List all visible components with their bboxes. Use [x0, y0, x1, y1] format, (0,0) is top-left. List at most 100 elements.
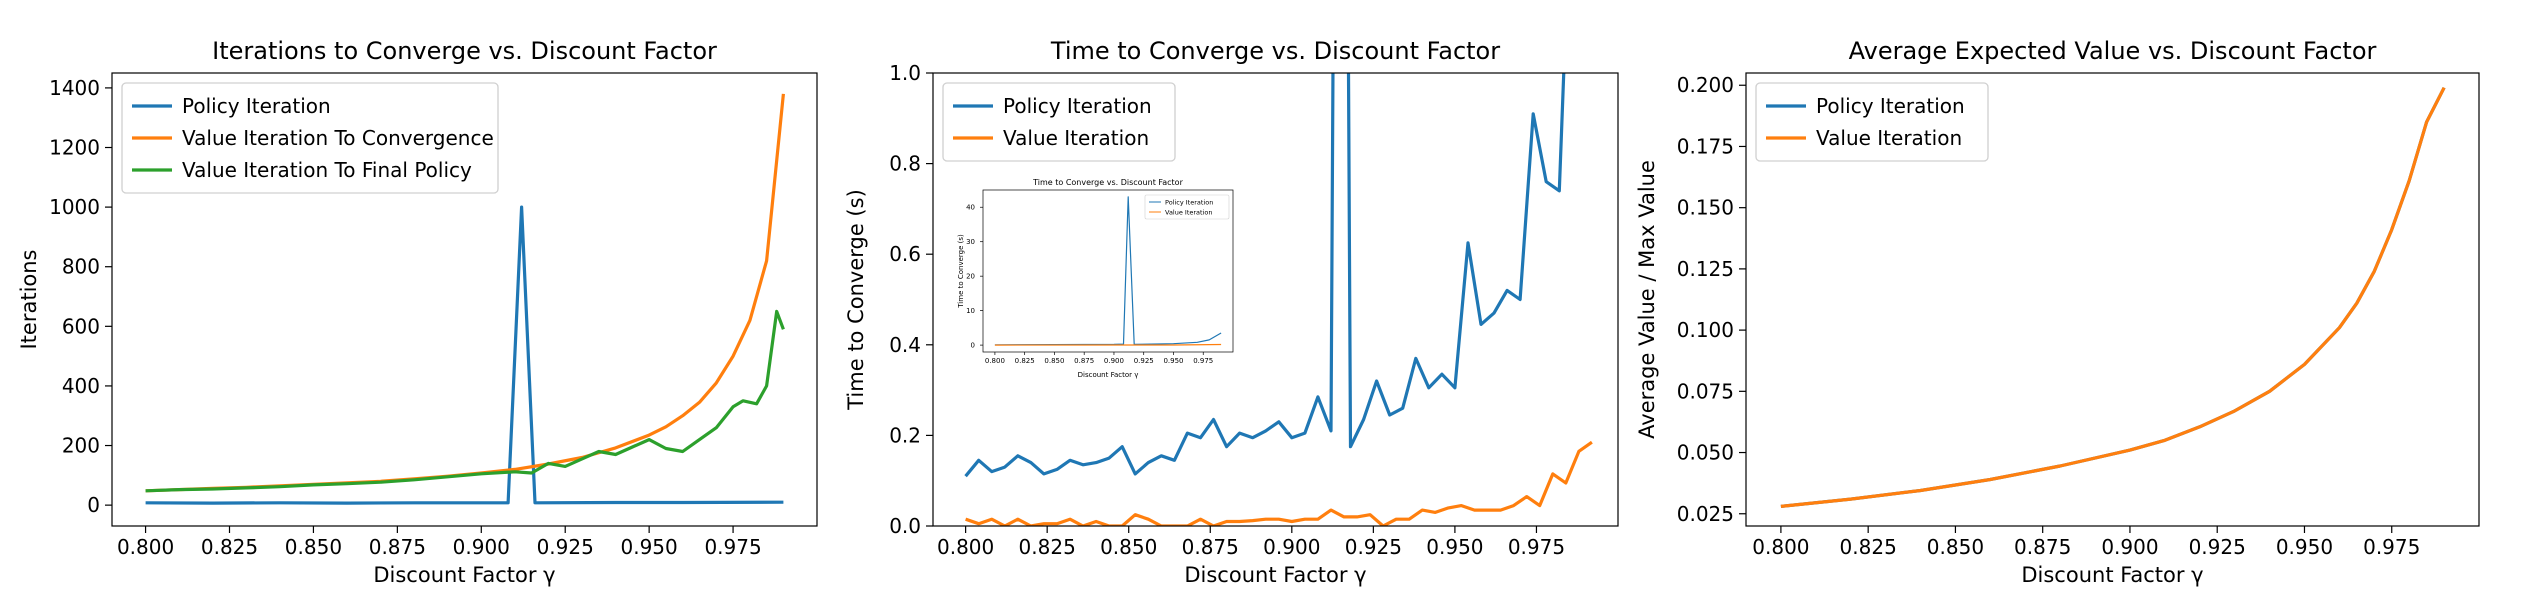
plot-area: [1780, 86, 2446, 508]
plot-area: [145, 93, 785, 505]
chart-title: Average Expected Value vs. Discount Fact…: [1849, 37, 2377, 65]
y-tick-label: 0: [87, 493, 100, 517]
y-tick-label: 40: [966, 204, 975, 212]
legend: Policy Iteration Value Iteration To Conve…: [121, 82, 499, 194]
chart-title: Time to Converge vs. Discount Factor: [1032, 178, 1183, 187]
x-tick-label: 0.850: [1927, 535, 1984, 559]
y-tick-label: 0.075: [1677, 379, 1734, 403]
x-tick-label: 0.975: [2363, 535, 2420, 559]
legend-frame: [942, 82, 1176, 162]
y-tick-label: 0.175: [1677, 134, 1734, 158]
chart-panel-3: 0.800 0.825 0.850 0.875 0.900 0.925 0.950 0.975…: [1635, 37, 2480, 587]
series-line-policy-iteration: [145, 205, 784, 505]
x-tick-label: 0.825: [201, 535, 258, 559]
y-tick-label: 10: [966, 307, 975, 315]
legend-frame: [121, 82, 499, 194]
y-tick-label: 0.100: [1677, 318, 1734, 342]
x-axis-label: Discount Factor γ: [1078, 371, 1139, 379]
x-tick-label: 0.975: [704, 535, 761, 559]
y-tick-label: 200: [62, 434, 100, 458]
inset-legend-label: Policy Iteration: [1165, 199, 1213, 207]
x-tick-label: 0.900: [1104, 357, 1124, 365]
axes-frame: [1745, 72, 2480, 527]
y-tick-label: 0.8: [889, 152, 921, 176]
y-axis-label: Iterations: [17, 249, 41, 349]
legend-label: Value Iteration: [1816, 126, 1962, 150]
y-tick-label: 0.2: [889, 423, 921, 447]
x-tick-label: 0.875: [1182, 535, 1239, 559]
chart-title: Time to Converge vs. Discount Factor: [1050, 37, 1500, 65]
x-tick-label: 0.825: [1019, 535, 1076, 559]
x-tick-label: 0.875: [369, 535, 426, 559]
series-line-policy-iteration: [964, 73, 1566, 478]
x-tick-label: 0.875: [1074, 357, 1094, 365]
y-axis-label: Time to Converge (s): [957, 234, 965, 309]
plot-area: [964, 73, 1593, 526]
y-tick-label: 0.025: [1677, 502, 1734, 526]
x-tick-label: 0.900: [453, 535, 510, 559]
series-line-value-iteration: [994, 343, 1222, 346]
y-tick-label: 0.200: [1677, 73, 1734, 97]
x-tick-label: 0.800: [117, 535, 174, 559]
legend-label: Value Iteration To Convergence: [182, 126, 494, 150]
x-tick-label: 0.925: [537, 535, 594, 559]
legend: Policy Iteration Value Iteration: [1755, 82, 1989, 162]
x-tick-label: 0.925: [1134, 357, 1154, 365]
chart-panel-1: 0.800 0.825 0.850 0.875 0.900 0.925 0.950 0.975…: [17, 37, 818, 587]
x-axis-label: Discount Factor γ: [373, 563, 555, 587]
chart-panel-2: 0.800 0.825 0.850 0.875 0.900 0.925 0.950 0.975…: [844, 37, 1619, 587]
inset-legend-label: Value Iteration: [1165, 209, 1213, 217]
legend-frame: [1755, 82, 1989, 162]
x-tick-label: 0.800: [937, 535, 994, 559]
x-tick-label: 0.925: [1345, 535, 1402, 559]
x-tick-label: 0.850: [285, 535, 342, 559]
x-tick-label: 0.975: [1193, 357, 1213, 365]
legend-label: Policy Iteration: [182, 94, 331, 118]
x-tick-label: 0.850: [1044, 357, 1064, 365]
y-tick-label: 0: [971, 342, 975, 350]
x-tick-label: 0.900: [1263, 535, 1320, 559]
y-tick-label: 400: [62, 374, 100, 398]
series-line-value-iteration-to-final-policy: [145, 309, 785, 493]
legend: Policy Iteration Value Iteration: [942, 82, 1176, 162]
x-tick-label: 0.950: [1163, 357, 1183, 365]
x-axis-label: Discount Factor γ: [2021, 563, 2203, 587]
legend-label: Policy Iteration: [1003, 94, 1152, 118]
x-axis-label: Discount Factor γ: [1184, 563, 1366, 587]
x-tick-label: 0.925: [2189, 535, 2246, 559]
x-tick-label: 0.875: [2014, 535, 2071, 559]
x-tick-label: 0.800: [1752, 535, 1809, 559]
x-tick-label: 0.950: [621, 535, 678, 559]
y-tick-label: 1.0: [889, 61, 921, 85]
x-tick-label: 0.950: [2276, 535, 2333, 559]
inset-legend-frame: [1144, 194, 1230, 220]
inset-legend: Policy Iteration Value Iteration: [1144, 194, 1230, 220]
x-tick-label: 0.800: [985, 357, 1005, 365]
series-line-value-iteration: [1780, 86, 2446, 508]
y-tick-label: 0.0: [889, 514, 921, 538]
inset-chart: 0.800 0.825 0.850 0.875 0.900 0.925 0.950 0.975…: [955, 172, 1249, 382]
axes-frame: [932, 72, 1619, 527]
y-axis-label: Average Value / Max Value: [1635, 160, 1659, 439]
plot-area: [994, 196, 1222, 346]
x-tick-label: 0.850: [1100, 535, 1157, 559]
legend-label: Policy Iteration: [1816, 94, 1965, 118]
y-tick-label: 0.4: [889, 333, 921, 357]
axes-frame: [111, 72, 818, 527]
y-tick-label: 600: [62, 314, 100, 338]
y-tick-label: 1000: [49, 195, 100, 219]
y-tick-label: 1200: [49, 136, 100, 160]
x-tick-label: 0.950: [1426, 535, 1483, 559]
chart-title: Iterations to Converge vs. Discount Fact…: [212, 37, 717, 65]
y-tick-label: 0.125: [1677, 257, 1734, 281]
x-tick-label: 0.825: [1015, 357, 1035, 365]
series-line-value-iteration: [965, 440, 1593, 526]
legend-label: Value Iteration: [1003, 126, 1149, 150]
y-tick-label: 0.150: [1677, 196, 1734, 220]
y-tick-label: 1400: [49, 76, 100, 100]
x-tick-label: 0.975: [1508, 535, 1565, 559]
y-tick-label: 30: [966, 238, 975, 246]
x-tick-label: 0.900: [2101, 535, 2158, 559]
